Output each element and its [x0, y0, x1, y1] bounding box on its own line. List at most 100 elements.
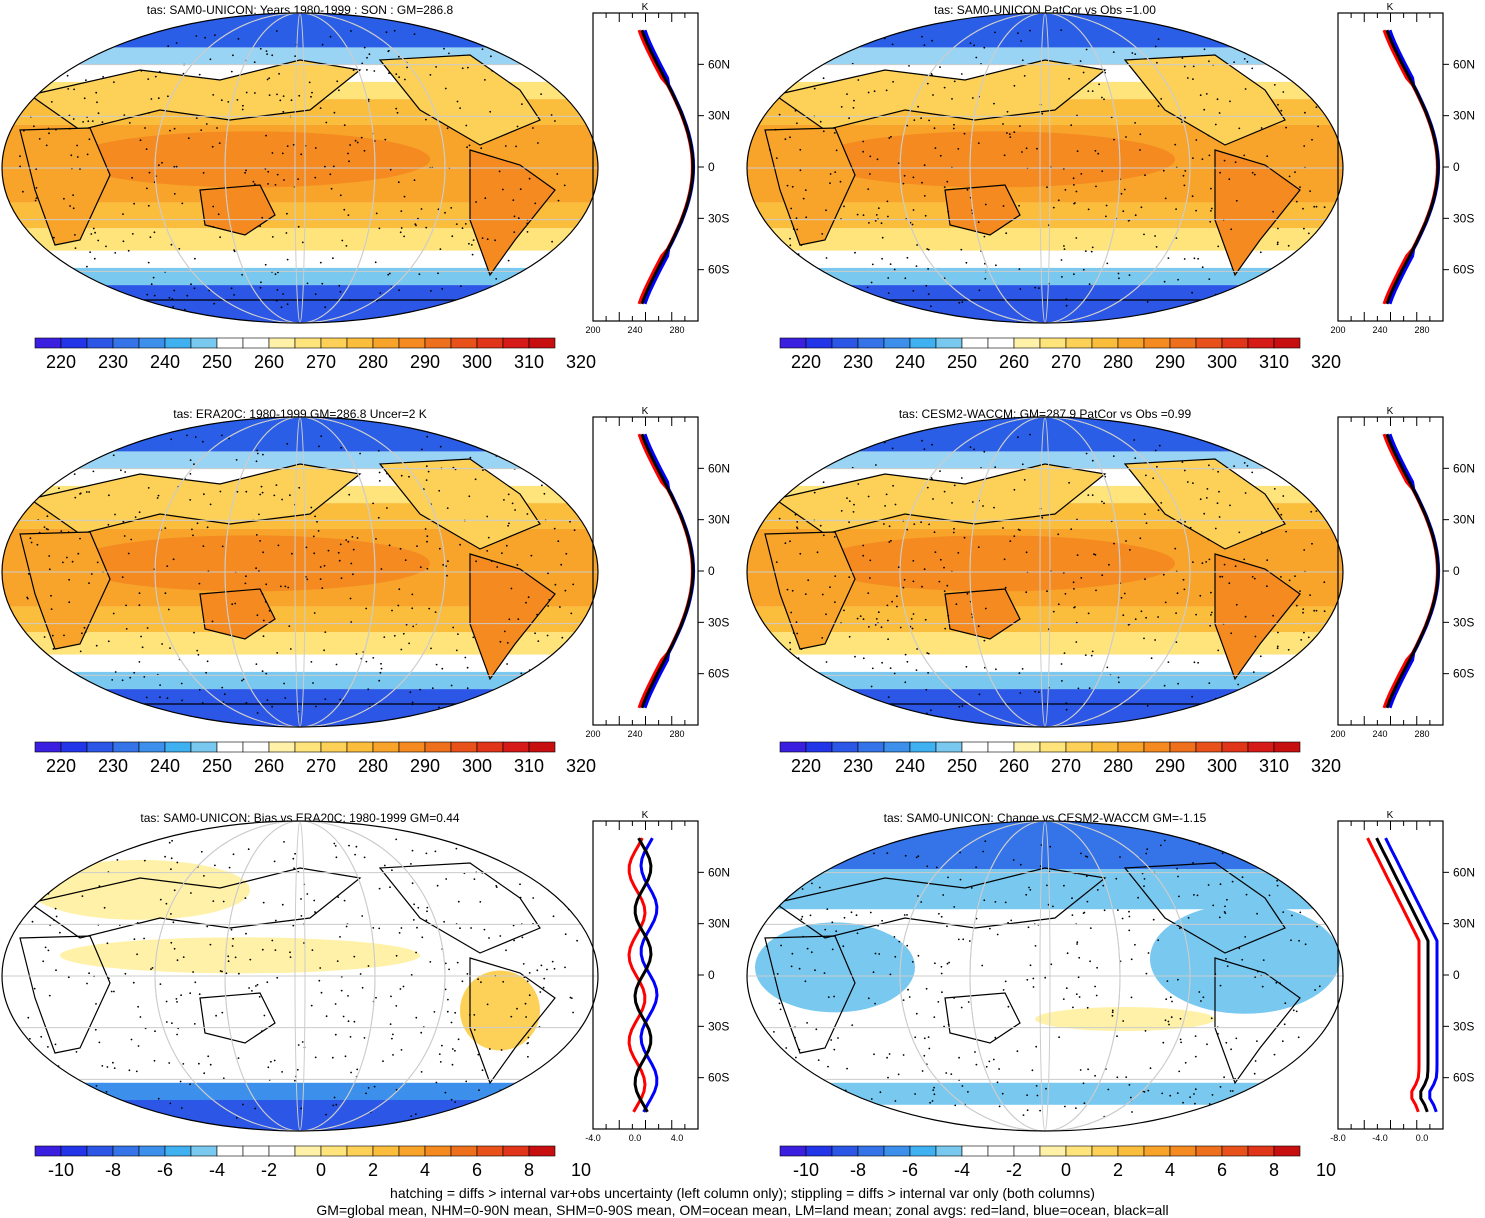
colorbar-segment — [450, 741, 478, 753]
lat-label: 0 — [1453, 160, 1460, 174]
colorbar-segment — [34, 741, 62, 753]
colorbar-segment — [1273, 337, 1301, 349]
footer-line-1: hatching = diffs > internal var+obs unce… — [390, 1185, 1095, 1201]
lat-label: 30N — [708, 109, 730, 123]
colorbar-tick-label: 270 — [306, 756, 336, 776]
panel-1: tas: SAM0-UNICON: Years 1980-1999 : SON … — [0, 0, 740, 390]
colorbar-tick-label: 260 — [254, 352, 284, 372]
panel-2-graphic: 220 230 240 250 260 270 280 290 300 310 320 K 60N 30N… — [746, 2, 1475, 372]
map-border — [746, 820, 1344, 1132]
temperature-band — [747, 689, 1343, 727]
temperature-band — [2, 267, 598, 286]
colorbar-segment — [909, 741, 937, 753]
colorbar-tick-label: 250 — [202, 756, 232, 776]
colorbar-segment — [779, 1145, 807, 1157]
colorbar-segment — [190, 741, 218, 753]
colorbar-tick-label: -8 — [850, 1160, 866, 1180]
temperature-band — [747, 417, 1343, 452]
zonal-x-tick-label: 240 — [1372, 325, 1387, 335]
temperature-band — [2, 250, 598, 268]
colorbar-segment — [805, 741, 833, 753]
colorbar-segment — [164, 741, 192, 753]
colorbar-tick-label: -10 — [48, 1160, 74, 1180]
zonal-frame — [592, 416, 699, 726]
map — [1, 820, 599, 1132]
colorbar-tick-label: 280 — [358, 756, 388, 776]
colorbar-segment — [190, 1145, 218, 1157]
colorbar-tick-label: -2 — [1006, 1160, 1022, 1180]
colorbar-tick-label: 260 — [999, 352, 1029, 372]
colorbar-tick-label: 2 — [1113, 1160, 1123, 1180]
colorbar-segment — [1091, 337, 1119, 349]
colorbar-segment — [112, 741, 140, 753]
africa-outline — [764, 531, 856, 650]
lat-label: 0 — [708, 160, 715, 174]
colorbar-tick-label: 2 — [368, 1160, 378, 1180]
colorbar-tick-label: 280 — [1103, 756, 1133, 776]
colorbar-segment — [961, 337, 989, 349]
colorbar-tick-label: 280 — [1103, 352, 1133, 372]
footer-line-2: GM=global mean, NHM=0-90N mean, SHM=0-90… — [316, 1202, 1169, 1218]
colorbar-tick-label: 280 — [358, 352, 388, 372]
panel-4-title: tas: CESM2-WACCM: GM=287.9 PatCor vs Obs… — [898, 407, 1192, 421]
colorbar-segment — [372, 337, 400, 349]
colorbar-segment — [805, 1145, 833, 1157]
zonal-land-curve — [1366, 837, 1421, 1113]
colorbar-segment — [1247, 1145, 1275, 1157]
eurasia-outline — [28, 59, 362, 131]
zonal-frame — [592, 12, 699, 322]
colorbar-segment — [987, 741, 1015, 753]
colorbar-segment — [268, 337, 296, 349]
lat-label: 60S — [708, 263, 729, 277]
colorbar-segment — [528, 741, 556, 753]
lat-label: 30S — [1453, 211, 1474, 225]
eurasia-bias — [30, 859, 250, 920]
colorbar-segment — [60, 1145, 88, 1157]
colorbar-segment — [164, 1145, 192, 1157]
north-america-outline — [1123, 458, 1286, 550]
colorbar-segment — [857, 741, 885, 753]
colorbar: 220 230 240 250 260 270 280 290 300 310 320 — [34, 337, 596, 372]
graticule — [2, 821, 598, 1131]
temperature-band — [747, 654, 1343, 672]
colorbar-tick-label: 270 — [306, 352, 336, 372]
colorbar-segment — [1039, 337, 1067, 349]
colorbar-segment — [1195, 337, 1223, 349]
colorbar-segment — [1143, 337, 1171, 349]
colorbar-tick-label: 300 — [462, 756, 492, 776]
zonal-x-tick-label: 200 — [585, 729, 600, 739]
zonal-x-tick-label: 200 — [1330, 729, 1345, 739]
colorbar-segment — [294, 1145, 322, 1157]
eurasia-outline — [773, 867, 1107, 939]
colorbar-segment — [1195, 741, 1223, 753]
colorbar-segment — [190, 337, 218, 349]
colorbar-tick-label: 260 — [254, 756, 284, 776]
zonal-x-tick-label: 0.0 — [629, 1133, 642, 1143]
zonal-all-curve — [1385, 29, 1440, 305]
panel-5: tas: SAM0-UNICON: Bias vs ERA20C: 1980-1… — [0, 808, 740, 1188]
australia-outline — [199, 992, 276, 1044]
africa-outline — [19, 935, 111, 1054]
colorbar-segment — [424, 337, 452, 349]
lat-label: 30N — [1453, 513, 1475, 527]
colorbar: -10 -8 -6 -4 -2 0 2 4 6 8 10 — [34, 1145, 591, 1180]
colorbar-tick-label: 240 — [895, 352, 925, 372]
colorbar-segment — [1169, 741, 1197, 753]
colorbar-segment — [86, 337, 114, 349]
colorbar-segment — [909, 337, 937, 349]
colorbar-segment — [346, 1145, 374, 1157]
colorbar-segment — [1273, 1145, 1301, 1157]
north-america-outline — [1123, 54, 1286, 146]
colorbar-tick-label: 310 — [1259, 352, 1289, 372]
colorbar-tick-label: 250 — [947, 756, 977, 776]
colorbar-tick-label: 290 — [1155, 756, 1185, 776]
colorbar-tick-label: 6 — [1217, 1160, 1227, 1180]
south-america-bias — [460, 970, 540, 1051]
lat-label: 60S — [1453, 263, 1474, 277]
africa-outline — [764, 935, 856, 1054]
colorbar-segment — [216, 1145, 244, 1157]
colorbar-tick-label: 0 — [1061, 1160, 1071, 1180]
colorbar-tick-label: -8 — [105, 1160, 121, 1180]
zonal-average-plot: K 60N 30N 0 30S 60S 200 240 280 — [1330, 2, 1475, 335]
colorbar-tick-label: -4 — [209, 1160, 225, 1180]
